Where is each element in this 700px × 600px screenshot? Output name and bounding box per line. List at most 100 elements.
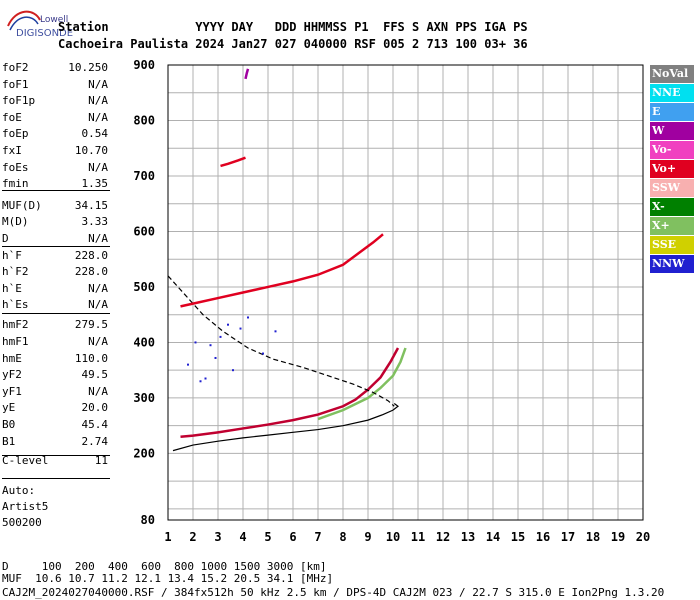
- param-value: 110.0: [74, 351, 108, 365]
- param-name: B0: [2, 417, 16, 431]
- y-tick-labels: 80 200 300 400 500 600 700 800 900: [133, 58, 155, 527]
- param-name: foF1: [2, 77, 29, 91]
- param-name: yE: [2, 401, 16, 415]
- param-row: foF1 N/A: [2, 77, 108, 94]
- param-value: 10.70: [74, 144, 108, 157]
- param-value: 228.0: [74, 248, 108, 262]
- data-point: [247, 316, 249, 319]
- param-value: 3.33: [81, 215, 109, 229]
- data-point: [214, 356, 217, 359]
- logo-text-lowell: Lowell: [40, 15, 69, 25]
- polarization-legend: NoVal NNE E W Vo- Vo+ SSW X- X+ SSE NNW: [650, 65, 694, 274]
- x-tick-labels: 1 2 3 4 5 6 7 8 9 10 11 12 13 14 15 16 17 18 19 20: [164, 530, 650, 544]
- series-line: [317, 347, 407, 421]
- x-tick-label: 6: [289, 530, 296, 544]
- file-info-row: CAJ2M_2024027040000.RSF / 384fx512h 50 k…: [2, 586, 665, 599]
- param-name: B1: [2, 434, 16, 448]
- param-name: M(D): [2, 215, 29, 229]
- legend-entry: NNW: [650, 255, 694, 273]
- param-name: C-level: [2, 454, 49, 468]
- param-value: N/A: [88, 94, 108, 108]
- logo-text-digisonde: DIGISONDE: [16, 28, 74, 39]
- param-row: h`Es N/A: [2, 297, 108, 314]
- y-tick-label: 80: [141, 513, 155, 527]
- x-tick-label: 15: [511, 530, 525, 544]
- y-tick-label: 300: [133, 391, 155, 405]
- x-tick-label: 11: [411, 530, 425, 544]
- x-tick-label: 9: [364, 530, 371, 544]
- param-value: 1.35: [81, 177, 109, 191]
- x-tick-label: 12: [436, 530, 450, 544]
- param-row: M(D) 3.33: [2, 214, 108, 231]
- series-line: [220, 156, 246, 168]
- x-tick-label: 2: [189, 530, 196, 544]
- legend-entry: X+: [650, 217, 694, 235]
- legend-entry: W: [650, 122, 694, 140]
- param-name: yF1: [2, 384, 22, 398]
- x-tick-label: 16: [536, 530, 550, 544]
- param-name: hmE: [2, 351, 22, 365]
- separator: [2, 455, 110, 456]
- legend-entry: SSW: [650, 179, 694, 197]
- data-point: [227, 323, 229, 326]
- x-tick-label: 4: [239, 530, 246, 544]
- legend-entry: SSE: [650, 236, 694, 254]
- data-point: [199, 380, 202, 383]
- x-tick-label: 10: [386, 530, 400, 544]
- param-row: h`E N/A: [2, 281, 108, 298]
- param-value: 2.74: [81, 434, 109, 448]
- param-value: 20.0: [81, 401, 109, 415]
- x-tick-label: 18: [586, 530, 600, 544]
- param-value: N/A: [88, 334, 108, 348]
- header-values: Cachoeira Paulista 2024 Jan27 027 040000…: [58, 37, 528, 51]
- x-tick-label: 8: [339, 530, 346, 544]
- param-row: MUF(D) 34.15: [2, 198, 108, 215]
- data-point: [204, 377, 207, 380]
- series-line: [180, 347, 400, 439]
- param-value: 279.5: [74, 318, 108, 332]
- param-name: foEp: [2, 127, 29, 141]
- y-tick-label: 800: [133, 113, 155, 127]
- param-name: hmF1: [2, 334, 29, 348]
- muf-row: MUF 10.6 10.7 11.2 12.1 13.4 15.2 20.5 3…: [2, 572, 334, 585]
- data-point: [187, 363, 189, 366]
- param-row: foEs N/A: [2, 160, 108, 177]
- param-row: foF2 10.250: [2, 60, 108, 77]
- param-row: yF1 N/A: [2, 384, 108, 401]
- param-value: N/A: [88, 281, 108, 295]
- x-tick-label: 19: [611, 530, 625, 544]
- param-row: yE 20.0: [2, 400, 108, 417]
- param-name: h`E: [2, 281, 22, 295]
- distance-row: D 100 200 400 600 800 1000 1500 3000 [km…: [2, 560, 327, 573]
- x-tick-label: 5: [264, 530, 271, 544]
- separator: [2, 478, 110, 479]
- param-value: 0.54: [81, 127, 109, 141]
- station-header: Station YYYY DAY DDD HHMMSS P1 FFS S AXN…: [0, 20, 700, 54]
- series-line: [244, 68, 250, 80]
- param-row: foF1p N/A: [2, 93, 108, 110]
- x-tick-label: 3: [214, 530, 221, 544]
- data-point: [209, 344, 212, 347]
- param-name: foF2: [2, 61, 29, 74]
- param-value: 49.5: [81, 368, 109, 382]
- y-tick-label: 900: [133, 58, 155, 72]
- separator: [2, 190, 110, 191]
- auto-label: Auto:: [2, 484, 36, 497]
- param-row: D N/A: [2, 231, 108, 248]
- param-row: yF2 49.5: [2, 367, 108, 384]
- data-point: [219, 335, 222, 338]
- x-tick-label: 1: [164, 530, 171, 544]
- param-value: N/A: [88, 160, 108, 174]
- param-row: hmF1 N/A: [2, 334, 108, 351]
- data-point: [274, 330, 277, 333]
- series-line: [180, 233, 384, 308]
- param-value: 10.250: [68, 61, 108, 74]
- param-name: h`F: [2, 248, 22, 262]
- param-value: N/A: [88, 77, 108, 91]
- grid: [167, 64, 644, 520]
- y-tick-label: 200: [133, 446, 155, 460]
- param-value: N/A: [88, 110, 108, 124]
- param-value: 34.15: [74, 198, 108, 212]
- param-row: hmE 110.0: [2, 351, 108, 368]
